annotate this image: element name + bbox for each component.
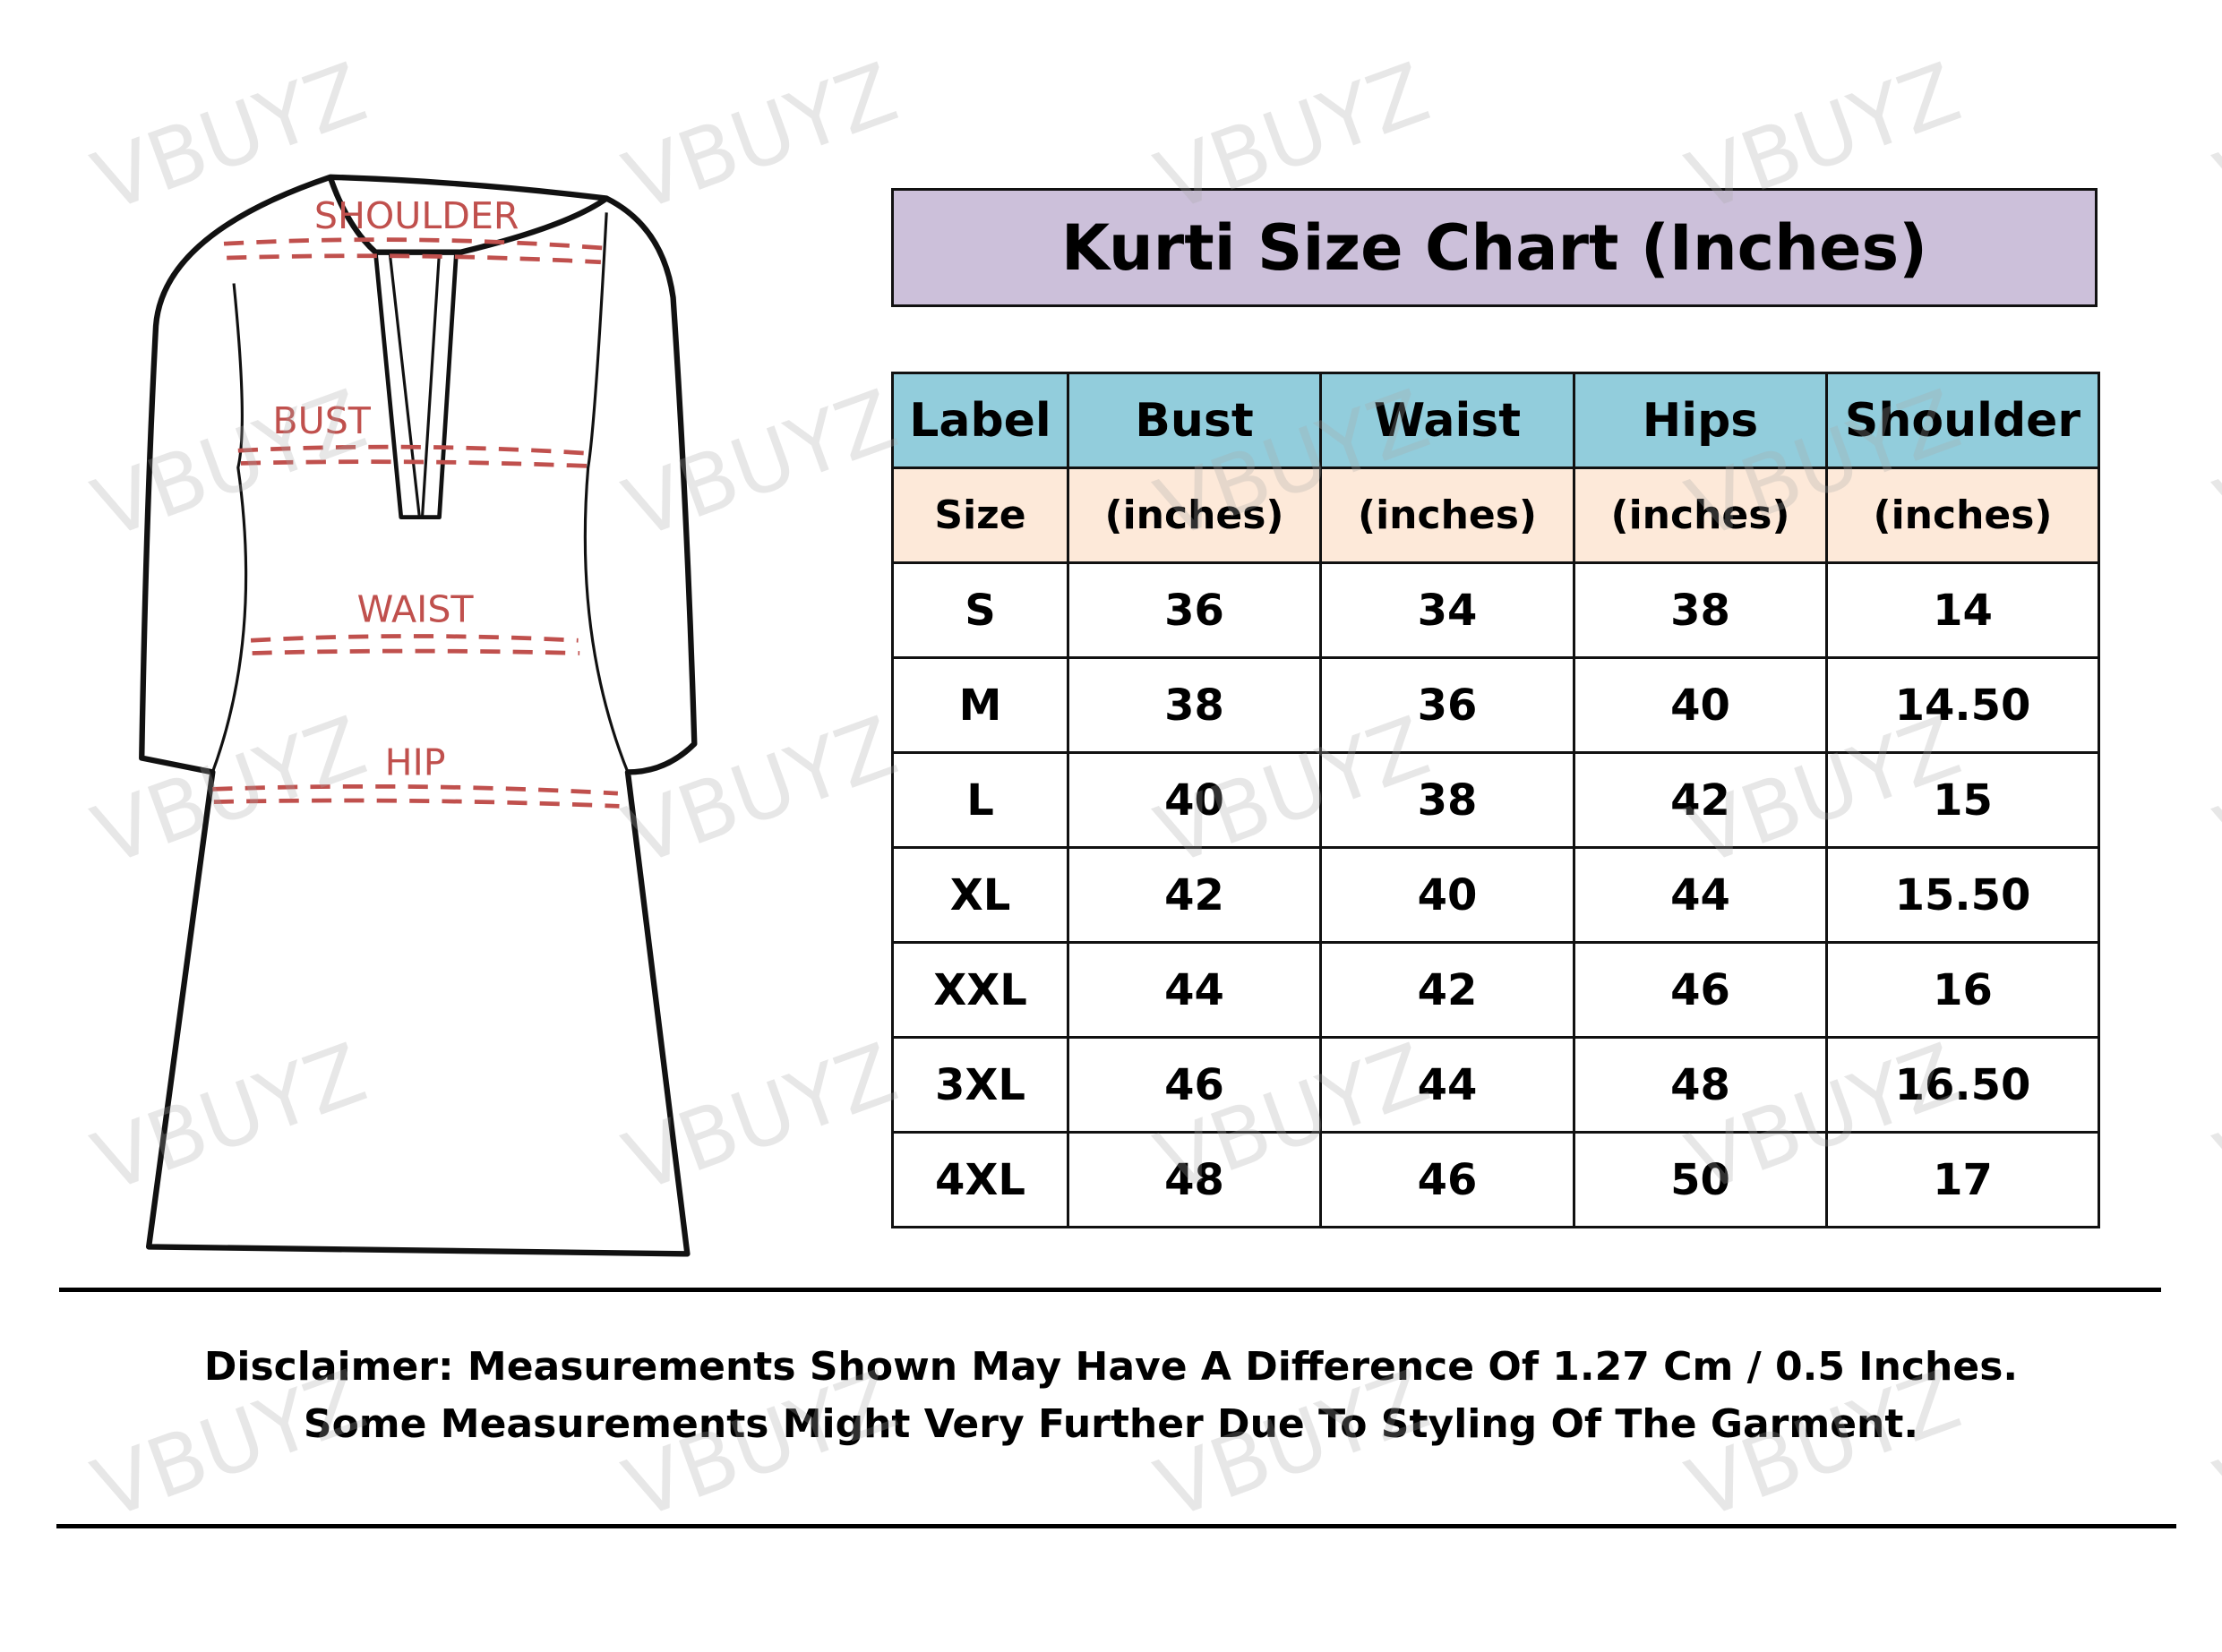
table-row: XXL 44 42 46 16: [891, 941, 2100, 1039]
measurement-cell: 46: [1319, 1131, 1575, 1228]
shoulder-label: SHOULDER: [314, 194, 519, 237]
table-row: L 40 38 42 15: [891, 751, 2100, 849]
table-row: 4XL 48 46 50 17: [891, 1131, 2100, 1228]
measurement-cell: 40: [1573, 656, 1828, 754]
measurement-cell: 16: [1825, 941, 2100, 1039]
size-label-cell: XL: [891, 846, 1069, 944]
chart-title: Kurti Size Chart (Inches): [1060, 210, 1928, 285]
measurement-cell: 42: [1573, 751, 1828, 849]
measurement-cell: 44: [1319, 1036, 1575, 1134]
waist-label: WAIST: [357, 588, 475, 631]
header-cell: Hips: [1573, 372, 1828, 469]
header-cell: Label: [891, 372, 1069, 469]
measurement-cell: 38: [1573, 561, 1828, 659]
measurement-cell: 15: [1825, 751, 2100, 849]
measurement-cell: 14: [1825, 561, 2100, 659]
disclaimer-line-1: Disclaimer: Measurements Shown May Have …: [203, 1344, 2019, 1390]
kurti-outline: [139, 174, 698, 1257]
measurement-cell: 44: [1067, 941, 1322, 1039]
table-header-row: Label Bust Waist Hips Shoulder: [891, 372, 2100, 469]
subheader-cell: Size: [891, 466, 1069, 564]
measurement-cell: 48: [1067, 1131, 1322, 1228]
measurement-cell: 38: [1067, 656, 1322, 754]
subheader-cell: (inches): [1825, 466, 2100, 564]
size-table: Label Bust Waist Hips Shoulder Size (inc…: [891, 372, 2100, 1228]
size-label-cell: 4XL: [891, 1131, 1069, 1228]
table-row: M 38 36 40 14.50: [891, 656, 2100, 754]
disclaimer: Disclaimer: Measurements Shown May Have …: [0, 1339, 2222, 1453]
measurement-cell: 38: [1319, 751, 1575, 849]
measurement-cell: 14.50: [1825, 656, 2100, 754]
subheader-cell: (inches): [1319, 466, 1575, 564]
size-label-cell: XXL: [891, 941, 1069, 1039]
measurement-cell: 40: [1067, 751, 1322, 849]
size-label-cell: M: [891, 656, 1069, 754]
table-row: S 36 34 38 14: [891, 561, 2100, 659]
hip-label: HIP: [385, 741, 446, 784]
size-label-cell: S: [891, 561, 1069, 659]
measurement-cell: 17: [1825, 1131, 2100, 1228]
measurement-cell: 16.50: [1825, 1036, 2100, 1134]
size-label-cell: 3XL: [891, 1036, 1069, 1134]
measurement-cell: 15.50: [1825, 846, 2100, 944]
divider-top: [59, 1288, 2161, 1292]
header-cell: Bust: [1067, 372, 1322, 469]
bust-label: BUST: [272, 399, 371, 442]
measurement-cell: 50: [1573, 1131, 1828, 1228]
subheader-cell: (inches): [1573, 466, 1828, 564]
measurement-cell: 42: [1067, 846, 1322, 944]
divider-bottom: [56, 1524, 2176, 1528]
table-subheader-row: Size (inches) (inches) (inches) (inches): [891, 466, 2100, 564]
table-row: 3XL 46 44 48 16.50: [891, 1036, 2100, 1134]
measurement-cell: 34: [1319, 561, 1575, 659]
measurement-cell: 42: [1319, 941, 1575, 1039]
header-cell: Shoulder: [1825, 372, 2100, 469]
chart-title-box: Kurti Size Chart (Inches): [891, 188, 2098, 307]
measurement-cell: 46: [1573, 941, 1828, 1039]
table-row: XL 42 40 44 15.50: [891, 846, 2100, 944]
measurement-cell: 36: [1067, 561, 1322, 659]
measurement-cell: 44: [1573, 846, 1828, 944]
measurement-cell: 40: [1319, 846, 1575, 944]
disclaimer-line-2: Some Measurements Might Very Further Due…: [303, 1401, 1919, 1447]
subheader-cell: (inches): [1067, 466, 1322, 564]
header-cell: Waist: [1319, 372, 1575, 469]
size-label-cell: L: [891, 751, 1069, 849]
measurement-cell: 48: [1573, 1036, 1828, 1134]
measurement-cell: 36: [1319, 656, 1575, 754]
measurement-lines: [212, 237, 620, 809]
measurement-cell: 46: [1067, 1036, 1322, 1134]
